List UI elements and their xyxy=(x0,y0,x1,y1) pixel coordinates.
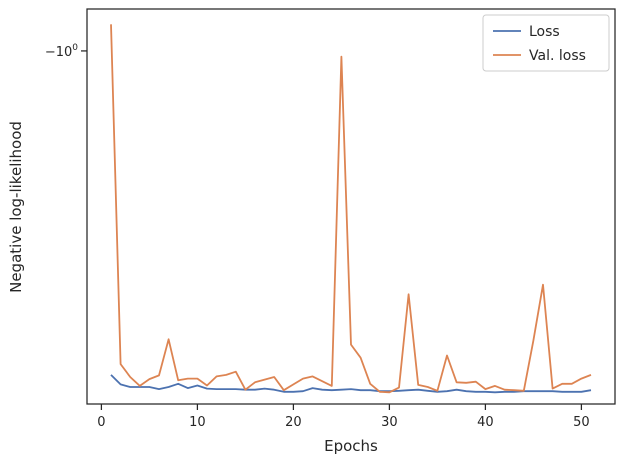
legend: Loss Val. loss xyxy=(482,14,610,72)
x-tick-label: 40 xyxy=(477,415,494,430)
x-tick-label: 50 xyxy=(573,415,590,430)
legend-frame xyxy=(482,14,610,72)
legend-label-loss: Loss xyxy=(529,24,560,40)
x-tick-label: 20 xyxy=(285,415,302,430)
x-tick-label: 30 xyxy=(381,415,398,430)
x-tick-label: 0 xyxy=(97,415,105,430)
series-line-val-loss xyxy=(110,24,592,394)
x-axis-label: Epochs xyxy=(324,437,378,455)
axes-frame xyxy=(86,8,616,405)
series-line-loss xyxy=(110,374,592,394)
legend-label-val-loss: Val. loss xyxy=(529,48,586,64)
y-axis-label: Negative log-likelihood xyxy=(7,121,25,293)
y-tick-label: −100 xyxy=(45,43,78,60)
x-tick-label: 10 xyxy=(189,415,206,430)
